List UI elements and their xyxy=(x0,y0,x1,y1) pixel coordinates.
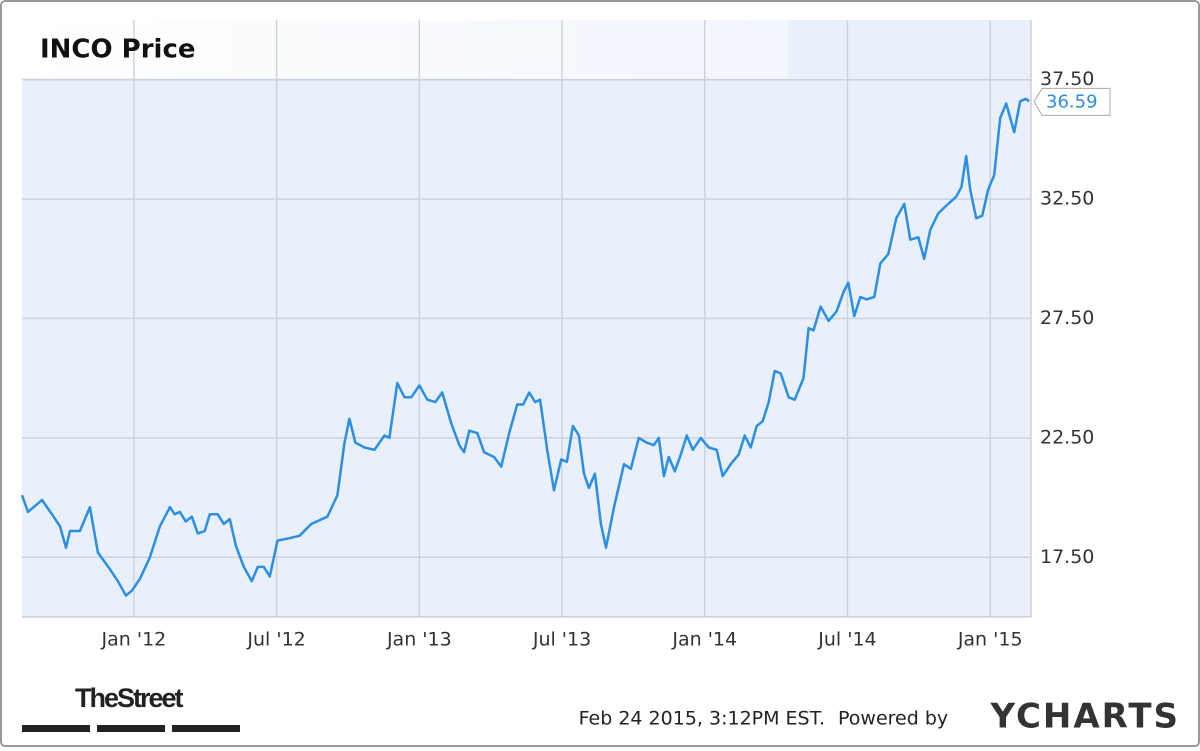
x-tick-label: Jul '14 xyxy=(817,629,876,651)
last-value-box xyxy=(1033,87,1111,116)
x-tick-label: Jan '13 xyxy=(386,629,452,651)
ycharts-logo: YCHARTS xyxy=(990,697,1180,737)
timestamp: Feb 24 2015, 3:12PM EST. xyxy=(579,708,825,730)
grid xyxy=(22,20,1031,617)
marks xyxy=(20,97,1030,597)
y-tick-label: 27.50 xyxy=(1040,307,1094,329)
y-tick-label: 22.50 xyxy=(1040,426,1094,448)
last-value-label: 36.59 xyxy=(1046,91,1098,112)
y-tick-label: 17.50 xyxy=(1040,546,1094,568)
y-tick-label: 32.50 xyxy=(1040,188,1094,210)
brand-bar xyxy=(172,725,240,732)
brand: TheStreet xyxy=(75,683,184,713)
x-tick-label: Jul '12 xyxy=(246,629,305,651)
x-tick-label: Jul '13 xyxy=(532,629,591,651)
x-tick-label: Jan '14 xyxy=(671,629,737,651)
price-line xyxy=(20,97,1030,597)
y-tick-label: 37.50 xyxy=(1040,68,1094,90)
brand-bar xyxy=(97,725,165,732)
x-tick-label: Jan '12 xyxy=(101,629,167,651)
powered-by: Powered by xyxy=(838,708,948,730)
x-tick-label: Jan '15 xyxy=(957,629,1023,651)
brand-bar xyxy=(22,725,90,732)
title-band xyxy=(22,20,788,78)
chart-title: INCO Price xyxy=(40,35,196,65)
